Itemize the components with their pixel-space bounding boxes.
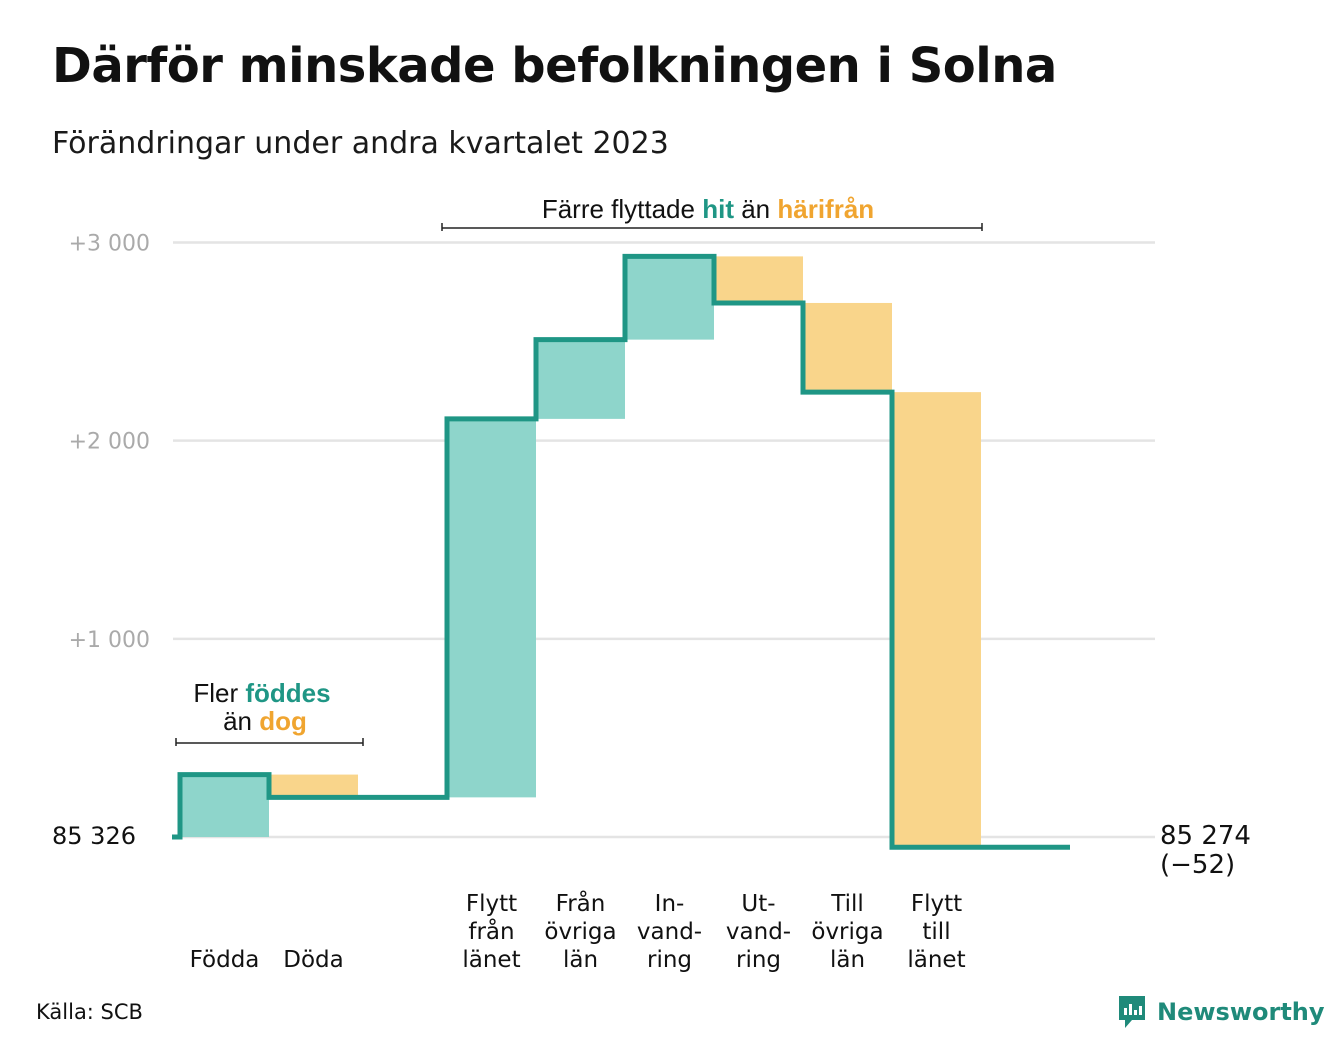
category-label: Från xyxy=(556,889,606,917)
y-axis-ticks: +3 000 +2 000 +1 000 xyxy=(69,232,150,653)
annotation-births-text: Fler xyxy=(193,678,245,708)
bars xyxy=(180,256,981,848)
y-tick-label: +1 000 xyxy=(69,628,150,653)
increase-bar xyxy=(625,256,714,340)
annotation-births-bracket xyxy=(175,738,364,746)
svg-text:Färre flyttade hit än härifrån: Färre flyttade hit än härifrån xyxy=(542,194,874,224)
annotation-deaths-highlight: dog xyxy=(259,706,307,736)
annotation-moves-bracket xyxy=(441,223,983,231)
category-label: Födda xyxy=(190,947,260,973)
category-label: län xyxy=(830,947,865,973)
svg-text:Fler föddes: Fler föddes xyxy=(193,678,330,708)
y-tick-label: +3 000 xyxy=(69,232,150,257)
decrease-bar xyxy=(269,774,358,798)
source-label: Källa: SCB xyxy=(36,1000,143,1024)
annotation-moves-in-highlight: hit xyxy=(702,194,734,224)
category-label: Flytt xyxy=(911,891,962,917)
category-label: Till xyxy=(830,891,864,917)
category-label: från xyxy=(468,917,514,945)
increase-bar xyxy=(180,774,269,837)
cumulative-step-line xyxy=(172,253,1070,850)
page-title: Därför minskade befolkningen i Solna xyxy=(52,38,1057,94)
category-label: Ut- xyxy=(741,891,775,917)
category-label: ring xyxy=(647,947,692,973)
brand-logo: Newsworthy xyxy=(1117,994,1325,1030)
annotation-births: Fler föddes än dog xyxy=(175,678,364,746)
category-label: övriga xyxy=(544,919,616,945)
page-subtitle: Förändringar under andra kvartalet 2023 xyxy=(52,126,669,161)
category-label: In- xyxy=(655,891,685,917)
decrease-bar xyxy=(714,256,803,303)
category-label: övriga xyxy=(811,919,883,945)
y-tick-label: +2 000 xyxy=(69,430,150,455)
decrease-bar xyxy=(892,392,981,848)
increase-bar xyxy=(536,339,625,419)
newsworthy-logo-icon xyxy=(1119,996,1145,1028)
annotation-moves-text: Färre flyttade xyxy=(542,194,702,224)
annotation-moves-out-highlight: härifrån xyxy=(777,194,874,224)
annotation-births-highlight: föddes xyxy=(245,678,330,708)
category-label: ring xyxy=(736,947,781,973)
category-label: Döda xyxy=(283,947,343,973)
svg-text:än dog: än dog xyxy=(223,706,307,736)
category-label: vand- xyxy=(726,919,791,945)
end-value-label: 85 274 xyxy=(1160,821,1251,851)
category-labels: Födda DödaFlyttfrånlänetFrånövrigalänIn-v… xyxy=(190,889,966,973)
annotation-moves-text-2: än xyxy=(734,194,777,224)
category-label: Flytt xyxy=(466,891,517,917)
increase-bar xyxy=(447,418,536,798)
start-value-label: 85 326 xyxy=(52,822,136,850)
annotation-deaths-text: än xyxy=(223,706,259,736)
decrease-bar xyxy=(803,302,892,393)
grid-lines xyxy=(173,241,1155,839)
end-change-label: (−52) xyxy=(1160,850,1235,880)
category-label: länet xyxy=(462,947,520,973)
annotation-moves: Färre flyttade hit än härifrån xyxy=(441,194,983,231)
brand-name: Newsworthy xyxy=(1157,998,1325,1026)
category-label: län xyxy=(563,947,598,973)
category-label: länet xyxy=(907,947,965,973)
category-label: vand- xyxy=(637,919,702,945)
category-label: till xyxy=(922,919,950,945)
